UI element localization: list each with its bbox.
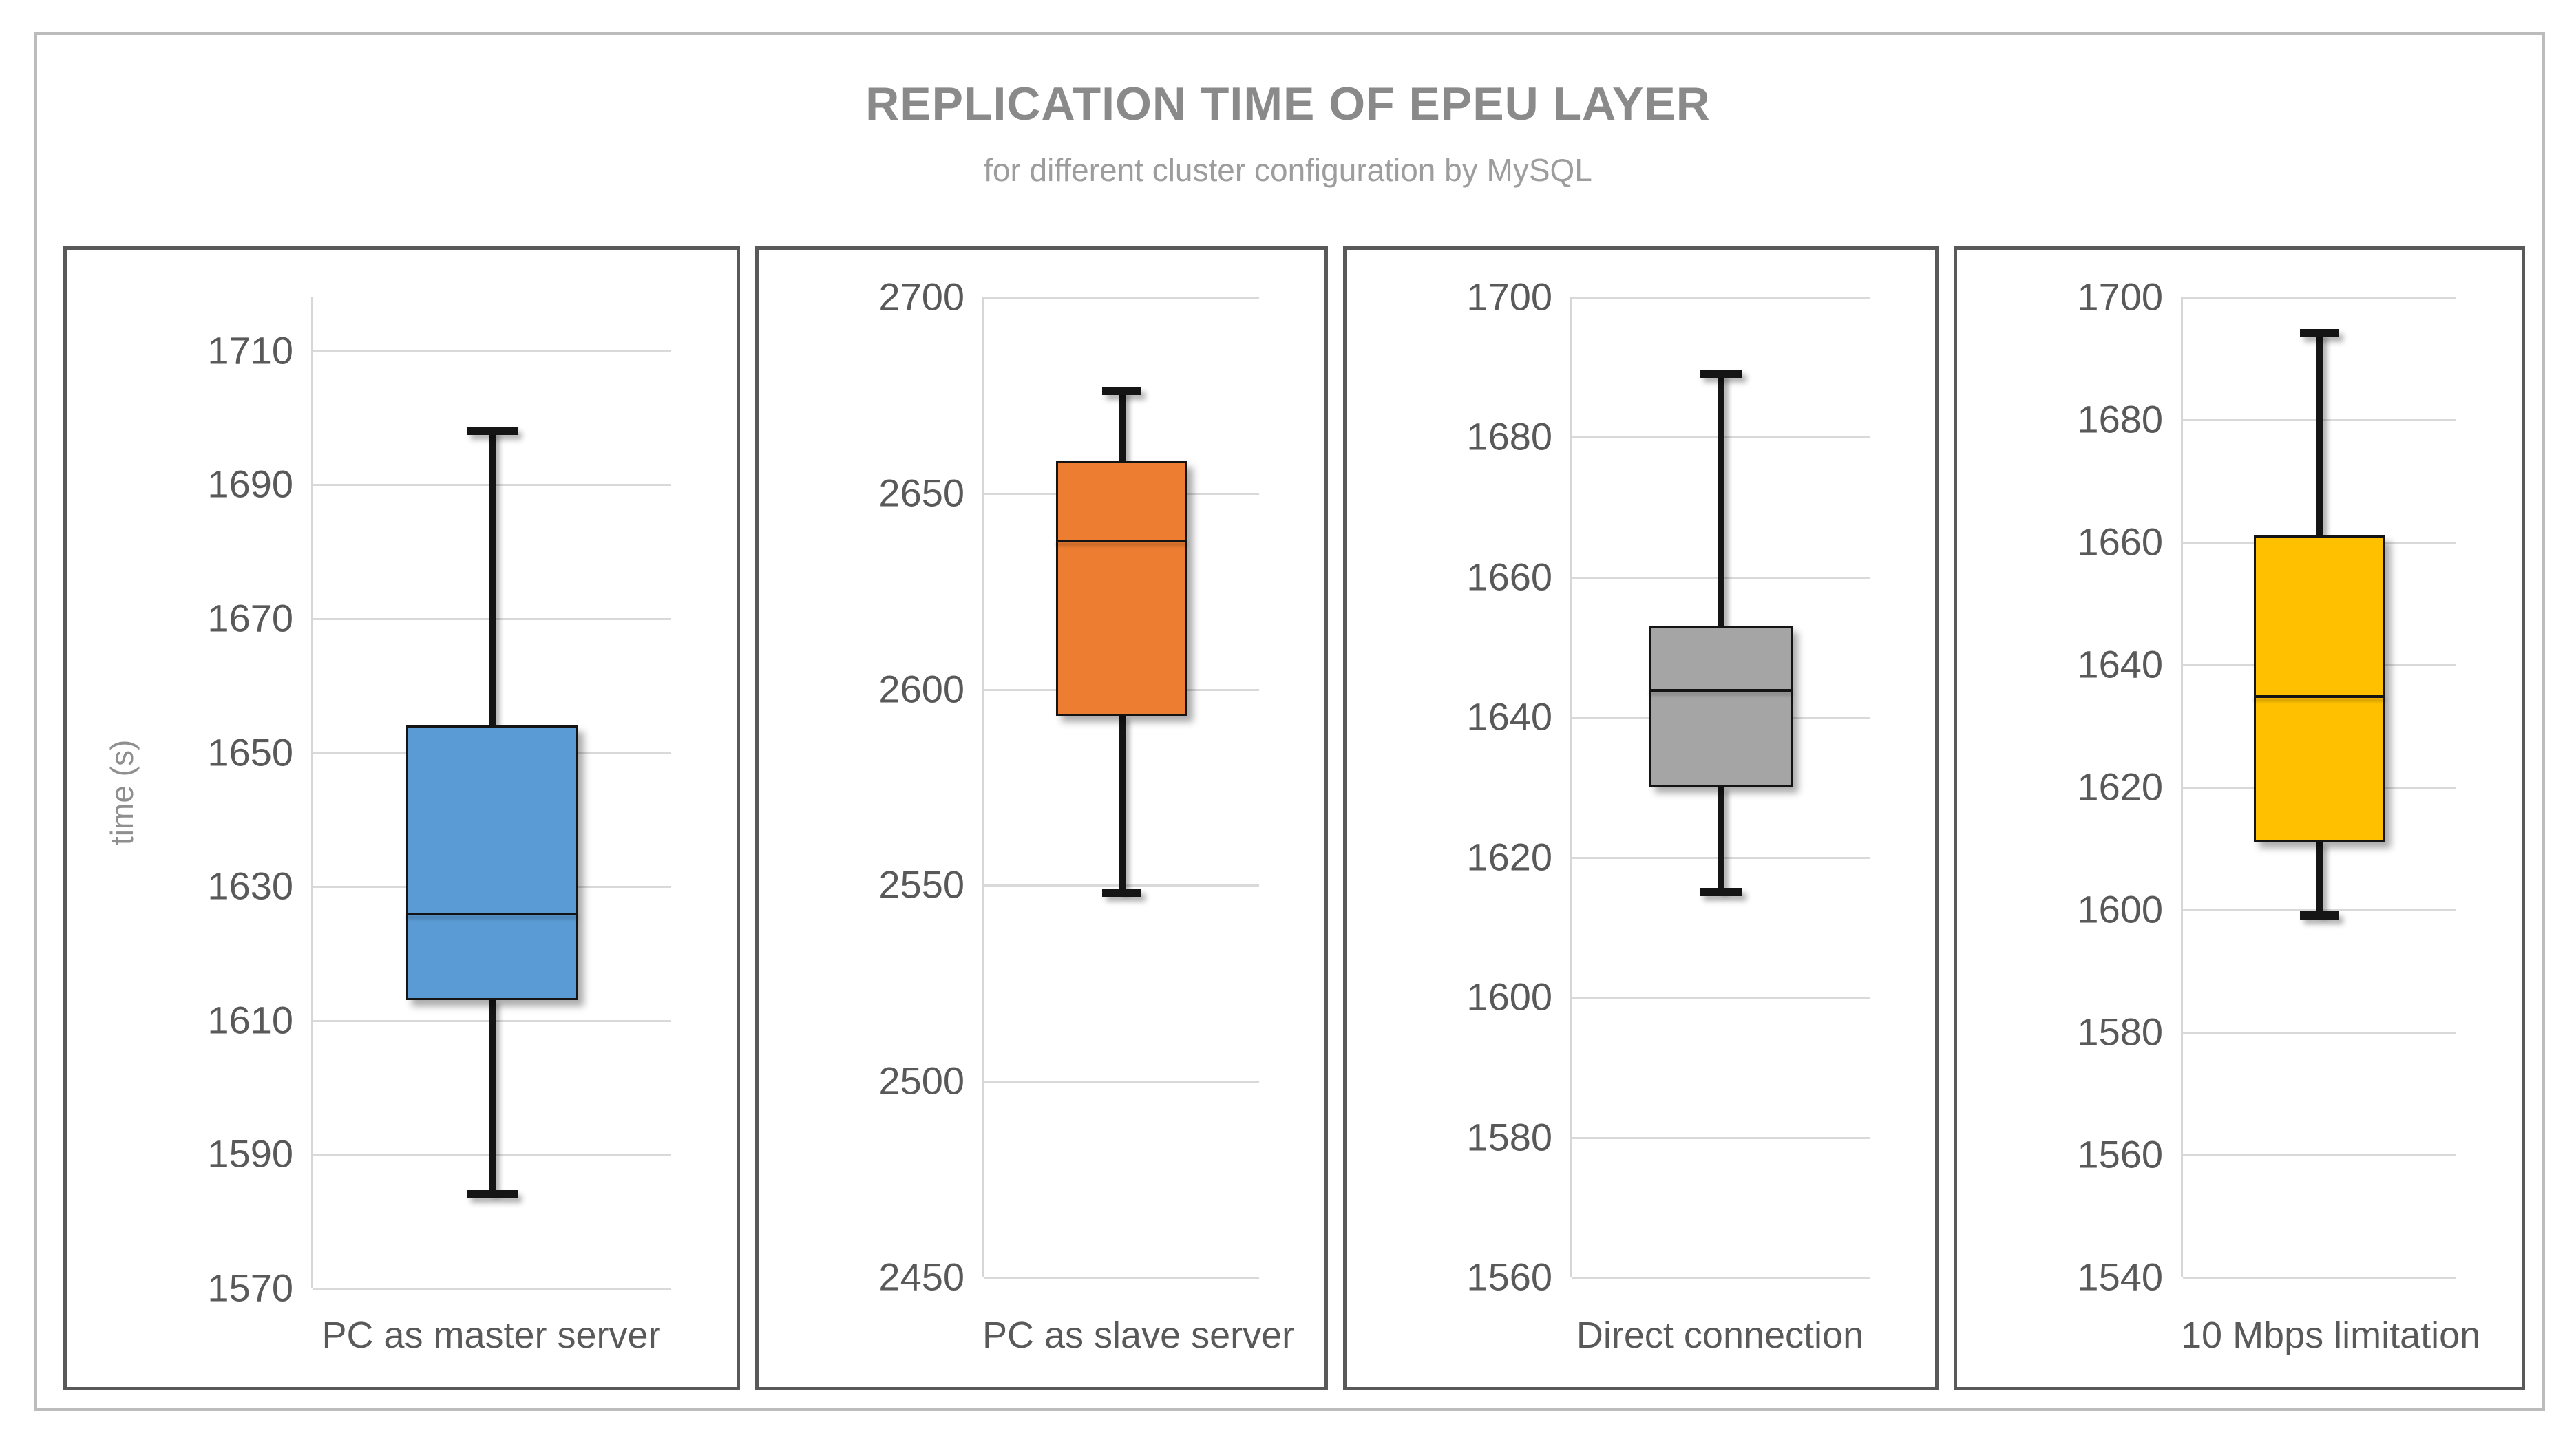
median-line (406, 913, 578, 916)
tick-label: 2500 (878, 1059, 964, 1103)
panel-10-mbps-limitation: 1700 1680 1660 1640 1620 1600 1580 1560 1540 10 … (1954, 246, 2525, 1390)
whisker-cap-max (2299, 329, 2340, 338)
whisker-line (1718, 373, 1724, 626)
tick-label: 1630 (207, 864, 293, 908)
gridline (313, 1288, 671, 1290)
whisker-cap-min (466, 1189, 518, 1198)
tick-label: 1710 (207, 328, 293, 372)
plot-area (311, 297, 671, 1290)
whisker-cap-max (466, 426, 518, 435)
whisker-line (2316, 333, 2323, 536)
whisker-line (2316, 842, 2323, 915)
whisker-line (1118, 390, 1126, 462)
category-label: Direct connection (1576, 1315, 1864, 1356)
plot-area (2181, 297, 2456, 1279)
gridline (984, 297, 1259, 299)
category-label: PC as master server (321, 1315, 661, 1356)
tick-label: 2550 (878, 862, 964, 906)
gridline (1572, 1277, 1870, 1279)
iqr-box (406, 725, 578, 1000)
tick-label: 2700 (878, 275, 964, 319)
tick-label: 1660 (2077, 520, 2163, 564)
plot-area (982, 297, 1259, 1279)
tick-label: 1640 (2077, 642, 2163, 686)
tick-label: 1640 (1466, 694, 1552, 739)
whisker-cap-min (1699, 887, 1743, 896)
tick-label: 1620 (2077, 765, 2163, 809)
tick-label: 1680 (2077, 397, 2163, 441)
tick-label: 1540 (2077, 1255, 2163, 1299)
tick-label: 1620 (1466, 835, 1552, 879)
median-line (2254, 694, 2385, 698)
iqr-box (1055, 461, 1188, 716)
boxplot-panels-row: time (s) 1710 1690 1670 1650 1630 1610 1590 157… (63, 246, 2525, 1390)
tick-label: 1560 (1466, 1255, 1552, 1299)
tick-label: 1670 (207, 596, 293, 640)
gridline (313, 350, 671, 352)
gridline (2183, 297, 2456, 299)
whisker-line (489, 999, 496, 1194)
whisker-cap-min (1101, 888, 1142, 897)
gridline (984, 1277, 1259, 1279)
y-axis-tick-labels: 1710 1690 1670 1650 1630 1610 1590 1570 (67, 297, 311, 1309)
tick-label: 1570 (207, 1266, 293, 1310)
tick-label: 2450 (878, 1255, 964, 1299)
tick-label: 1600 (1466, 975, 1552, 1019)
tick-label: 1700 (1466, 275, 1552, 319)
gridline (2183, 1154, 2456, 1156)
tick-label: 1660 (1466, 555, 1552, 599)
tick-label: 1650 (207, 730, 293, 774)
gridline (1572, 997, 1870, 999)
y-axis-tick-labels: 1700 1680 1660 1640 1620 1600 1580 1560 (1347, 275, 1570, 1299)
whisker-line (1718, 787, 1724, 892)
gridline (2183, 1032, 2456, 1034)
iqr-box (1649, 626, 1793, 787)
gridline (984, 1081, 1259, 1083)
whisker-cap-min (2299, 911, 2340, 920)
tick-label: 1680 (1466, 414, 1552, 458)
panel-pc-as-slave-server: 2700 2650 2600 2550 2500 2450 PC as slave ser… (755, 246, 1328, 1390)
panel-direct-connection: 1700 1680 1660 1640 1620 1600 1580 1560 Direct … (1343, 246, 1939, 1390)
whisker-line (1118, 716, 1126, 893)
iqr-box (2254, 535, 2385, 842)
y-axis-tick-labels: 1700 1680 1660 1640 1620 1600 1580 1560 1540 (1957, 275, 2181, 1299)
panel-pc-as-master-server: time (s) 1710 1690 1670 1650 1630 1610 1590 157… (63, 246, 740, 1390)
category-label: 10 Mbps limitation (2181, 1315, 2481, 1356)
gridline (1572, 1136, 1870, 1139)
whisker-cap-max (1699, 369, 1743, 378)
median-line (1055, 540, 1188, 543)
y-axis-tick-labels: 2700 2650 2600 2550 2500 2450 (759, 275, 982, 1299)
category-label: PC as slave server (982, 1315, 1295, 1356)
whisker-line (489, 430, 496, 725)
whisker-cap-max (1101, 386, 1142, 395)
tick-label: 1700 (2077, 275, 2163, 319)
gridline (2183, 1277, 2456, 1279)
plot-area (1570, 297, 1870, 1279)
tick-label: 2650 (878, 471, 964, 515)
tick-label: 1600 (2077, 887, 2163, 931)
chart-subtitle: for different cluster configuration by M… (984, 152, 1592, 188)
tick-label: 1580 (1466, 1115, 1552, 1159)
tick-label: 1580 (2077, 1010, 2163, 1054)
tick-label: 1690 (207, 462, 293, 506)
tick-label: 1610 (207, 998, 293, 1042)
gridline (1572, 297, 1870, 299)
median-line (1649, 688, 1793, 692)
tick-label: 1560 (2077, 1132, 2163, 1176)
chart-title: REPLICATION TIME OF EPEU LAYER (865, 78, 1711, 130)
tick-label: 2600 (878, 667, 964, 711)
tick-label: 1590 (207, 1132, 293, 1176)
